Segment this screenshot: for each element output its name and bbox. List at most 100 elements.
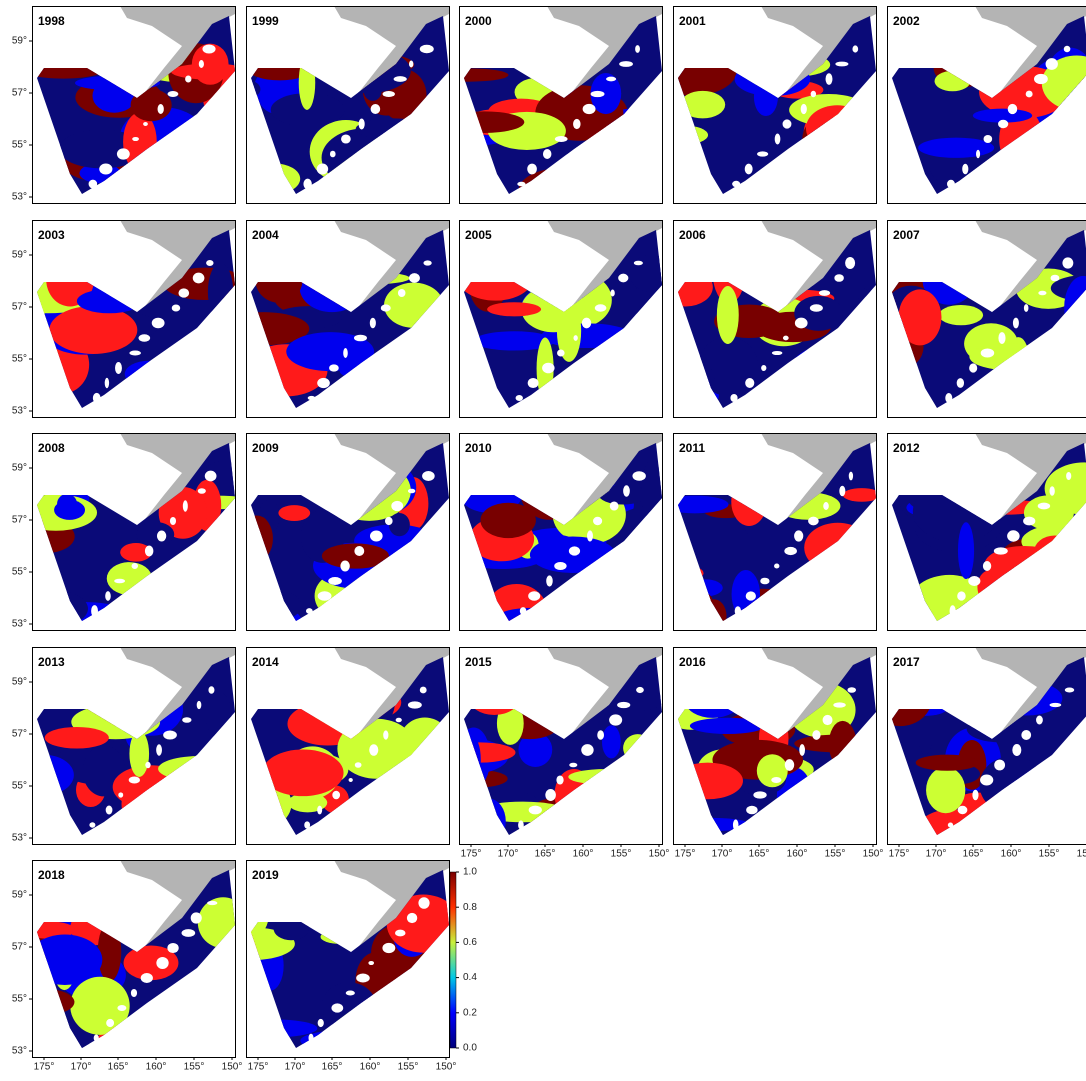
island [957, 805, 968, 815]
island [1012, 317, 1019, 329]
island [394, 929, 406, 937]
field-patch [37, 590, 88, 621]
field-patch [892, 326, 901, 361]
field-patch [299, 262, 365, 313]
field-patch [625, 367, 649, 380]
field-patch [251, 515, 273, 562]
island [573, 118, 581, 130]
lat-tick-label: 55° [12, 781, 27, 792]
map-panel: 2007 [887, 220, 1086, 418]
island [163, 730, 177, 740]
field-patch [320, 929, 360, 944]
field-patch [270, 93, 345, 127]
panel-frame [246, 6, 450, 204]
probability-field [37, 443, 235, 621]
island [354, 762, 362, 768]
field-patch [402, 381, 419, 395]
island [606, 76, 617, 82]
island [307, 395, 316, 401]
island [517, 181, 526, 187]
field-patch [678, 589, 714, 615]
island [182, 500, 188, 512]
colorbar-tick-label: 0.4 [463, 972, 477, 983]
field-patch [110, 600, 140, 621]
probability-field [251, 870, 449, 1048]
field-patch [360, 1028, 449, 1048]
lat-tick-label: 55° [12, 994, 27, 1005]
map-panel: 2011 [673, 433, 877, 631]
lon-tick-label: 170° [285, 1062, 306, 1073]
field-patch [112, 1021, 192, 1036]
island [196, 700, 202, 710]
island [1045, 58, 1058, 70]
field-patch [251, 163, 301, 194]
field-patch [255, 256, 303, 303]
field-patch [678, 382, 684, 396]
field-patch [598, 484, 648, 505]
field-patch [187, 384, 234, 407]
island [745, 591, 756, 601]
island [957, 591, 966, 601]
island [204, 470, 217, 482]
lat-tick-label: 53° [12, 833, 27, 844]
island [949, 605, 956, 617]
map-panel: 2013 [32, 647, 236, 845]
panel-frame [246, 647, 450, 845]
island [1050, 274, 1060, 282]
field-patch [298, 55, 316, 110]
island [92, 392, 101, 404]
field-patch [678, 817, 751, 832]
island [848, 471, 854, 481]
island [128, 776, 141, 784]
panel-frame [673, 647, 877, 845]
lon-tick-label: 175° [461, 849, 482, 860]
field-patch [756, 754, 788, 788]
island [132, 136, 139, 142]
field-patch [262, 749, 344, 797]
island [145, 761, 151, 769]
island [581, 317, 592, 329]
field-patch [70, 976, 130, 1035]
field-patch [148, 163, 195, 194]
field-patch [171, 63, 235, 80]
probability-field [678, 443, 876, 621]
island [304, 821, 311, 829]
field-patch [169, 557, 225, 591]
field-patch [487, 302, 542, 317]
island [380, 304, 391, 312]
field-patch [37, 55, 110, 79]
lon-tick-label: 175° [248, 1062, 269, 1073]
field-patch [698, 336, 759, 396]
field-patch [123, 112, 157, 172]
island [171, 304, 181, 312]
field-patch [136, 521, 175, 547]
island [331, 1003, 344, 1013]
island [633, 260, 643, 266]
panel-frame [32, 647, 236, 845]
island [771, 350, 783, 356]
island [406, 912, 418, 924]
field-patch [568, 769, 645, 785]
island [345, 990, 355, 996]
island [418, 897, 430, 909]
field-patch [753, 78, 778, 117]
island [358, 118, 365, 130]
lat-tick-label: 53° [12, 192, 27, 203]
island [528, 805, 542, 815]
field-patch [390, 148, 449, 191]
field-patch [480, 502, 536, 539]
field-patch [198, 975, 235, 1005]
field-patch [408, 342, 444, 359]
island [382, 942, 396, 954]
lat-tick-label: 53° [12, 1046, 27, 1057]
island [976, 149, 981, 159]
island [617, 701, 631, 709]
year-label: 1999 [252, 14, 279, 28]
island [340, 560, 350, 572]
lat-tick-label: 57° [12, 729, 27, 740]
field-patch [392, 340, 449, 356]
year-label: 2005 [465, 228, 492, 242]
map-panel: 2003 [32, 220, 236, 418]
field-patch [464, 770, 508, 788]
